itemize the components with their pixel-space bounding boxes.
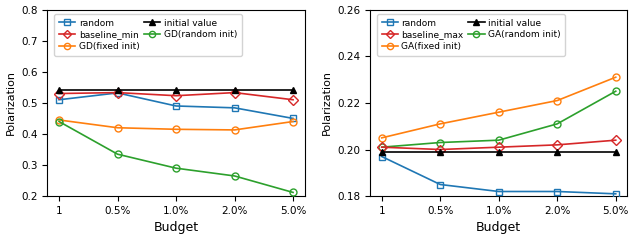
- Y-axis label: Polarization: Polarization: [322, 70, 331, 135]
- Legend: random, baseline_min, GD(fixed init), initial value, GD(random init), : random, baseline_min, GD(fixed init), in…: [55, 14, 242, 55]
- X-axis label: Budget: Budget: [153, 222, 198, 234]
- X-axis label: Budget: Budget: [476, 222, 522, 234]
- Legend: random, baseline_max, GA(fixed init), initial value, GA(random init), : random, baseline_max, GA(fixed init), in…: [377, 14, 565, 55]
- Y-axis label: Polarization: Polarization: [6, 70, 15, 135]
